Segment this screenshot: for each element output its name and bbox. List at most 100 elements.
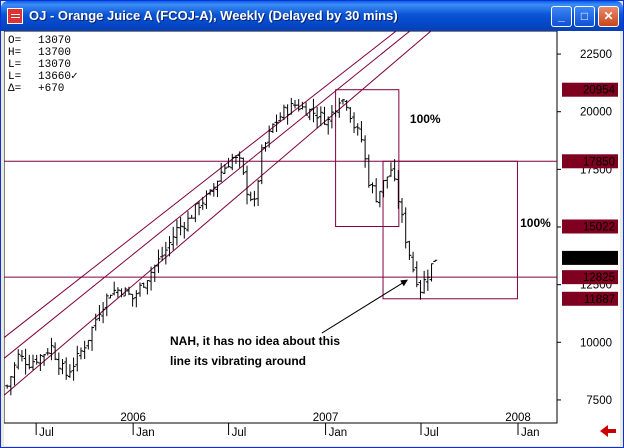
ohlc-bar — [56, 352, 61, 375]
ohlc-bar — [304, 102, 309, 116]
ohlc-bar — [215, 180, 220, 198]
ohlc-bar — [204, 190, 209, 209]
ohlc-bar — [385, 176, 390, 189]
ohlc-bar — [90, 326, 95, 351]
ohlc-bar — [189, 214, 194, 219]
minimize-button[interactable]: _ — [551, 6, 572, 27]
ohlc-bar — [53, 342, 58, 361]
ohlc-bar — [337, 97, 342, 118]
ohlc-bar — [348, 107, 353, 123]
ohlc-bar — [130, 293, 135, 307]
ohlc-bar — [289, 97, 294, 115]
ohlc-bar — [38, 353, 43, 372]
price-label: 13660 — [583, 253, 615, 265]
ohlc-bar — [27, 354, 32, 370]
ohlc-bar — [108, 294, 113, 299]
annotation-arrow — [321, 279, 408, 334]
ohlc-bar — [326, 116, 331, 135]
ohlc-bar — [237, 151, 242, 168]
ohlc-bar — [381, 180, 386, 198]
ohlc-bar — [433, 259, 438, 262]
ohlc-bar — [12, 362, 17, 386]
ohlc-bar — [315, 106, 320, 129]
price-label: 15022 — [583, 221, 615, 233]
quote-value: 13070 — [38, 59, 71, 71]
price-label: 17850 — [583, 156, 615, 168]
ohlc-bar — [152, 264, 157, 282]
measure-label-1: 100% — [520, 216, 551, 230]
ohlc-bar — [93, 313, 98, 331]
ohlc-bar — [211, 183, 216, 197]
title-bar[interactable]: OJ - Orange Juice A (FCOJ-A), Weekly (De… — [1, 1, 623, 31]
ohlc-bar — [49, 337, 54, 361]
y-tick-label: 22500 — [580, 49, 612, 61]
ohlc-bar — [318, 106, 323, 127]
ohlc-bar — [126, 286, 131, 296]
channel-line-2 — [4, 31, 432, 396]
ohlc-bar — [193, 203, 198, 223]
ohlc-bar — [248, 191, 253, 202]
ohlc-bar — [182, 221, 187, 239]
quote-key: L= — [8, 59, 21, 71]
ohlc-bar — [208, 189, 213, 196]
ohlc-bar — [178, 217, 183, 236]
price-chart[interactable]: 100% 100% NAH, it has no idea about this … — [4, 31, 620, 446]
measure-box-0 — [335, 89, 400, 227]
ohlc-bar — [259, 144, 264, 185]
ohlc-bar — [396, 170, 401, 209]
ohlc-bar — [370, 182, 375, 194]
quote-value: +670 — [38, 83, 64, 95]
price-label: 12825 — [583, 272, 615, 284]
ohlc-bar — [377, 190, 382, 208]
ohlc-bar — [67, 364, 72, 378]
ohlc-bar — [270, 123, 275, 134]
plot-frame — [4, 31, 558, 424]
app-icon[interactable] — [7, 8, 23, 24]
ohlc-bar — [281, 104, 286, 121]
y-tick-label: 20000 — [580, 107, 612, 119]
ohlc-bar — [5, 384, 10, 389]
ohlc-bar — [82, 340, 87, 360]
price-label-bg — [562, 250, 618, 265]
ohlc-bar — [392, 159, 397, 182]
ohlc-bar — [8, 375, 13, 396]
ohlc-bar — [274, 114, 279, 132]
ohlc-bar — [263, 142, 268, 152]
annotation-group: NAH, it has no idea about this line its … — [170, 279, 408, 368]
channel-lines — [4, 31, 432, 396]
ohlc-bar — [292, 100, 297, 109]
ohlc-bar — [30, 354, 35, 371]
quote-value: 13700 — [38, 47, 71, 59]
ohlc-bar — [359, 120, 364, 143]
x-year-label: 2006 — [120, 412, 146, 424]
ohlc-bar — [307, 108, 312, 121]
ohlc-bars — [5, 97, 438, 396]
maximize-button[interactable]: □ — [574, 6, 595, 27]
y-tick-label: 7500 — [586, 395, 612, 407]
ohlc-bar — [388, 162, 393, 177]
ohlc-bar — [333, 109, 338, 117]
measure-box-1 — [382, 160, 518, 300]
ohlc-bar — [23, 348, 28, 375]
annotation-line-1: NAH, it has no idea about this — [170, 334, 340, 348]
ohlc-bar — [145, 280, 150, 295]
ohlc-bar — [366, 154, 371, 188]
ohlc-bar — [233, 155, 238, 164]
ohlc-bar — [219, 162, 224, 183]
ohlc-bar — [119, 288, 124, 298]
ohlc-bar — [16, 349, 21, 370]
back-arrow-icon[interactable] — [600, 425, 616, 437]
x-axis: 2006 2007 2008 Jul Jan Jul Jan Jul Jan — [4, 412, 557, 439]
ohlc-bar — [414, 261, 419, 288]
quote-key: H= — [8, 47, 21, 59]
ohlc-bar — [344, 99, 349, 111]
price-label-bg — [562, 82, 618, 97]
ohlc-bar — [167, 236, 172, 257]
ohlc-bar — [160, 246, 165, 262]
ohlc-bar — [45, 348, 50, 356]
close-button[interactable]: ✕ — [598, 6, 619, 27]
channel-line-1 — [4, 31, 411, 359]
chart-area[interactable]: 100% 100% NAH, it has no idea about this … — [4, 31, 620, 446]
ohlc-bar — [34, 354, 39, 365]
